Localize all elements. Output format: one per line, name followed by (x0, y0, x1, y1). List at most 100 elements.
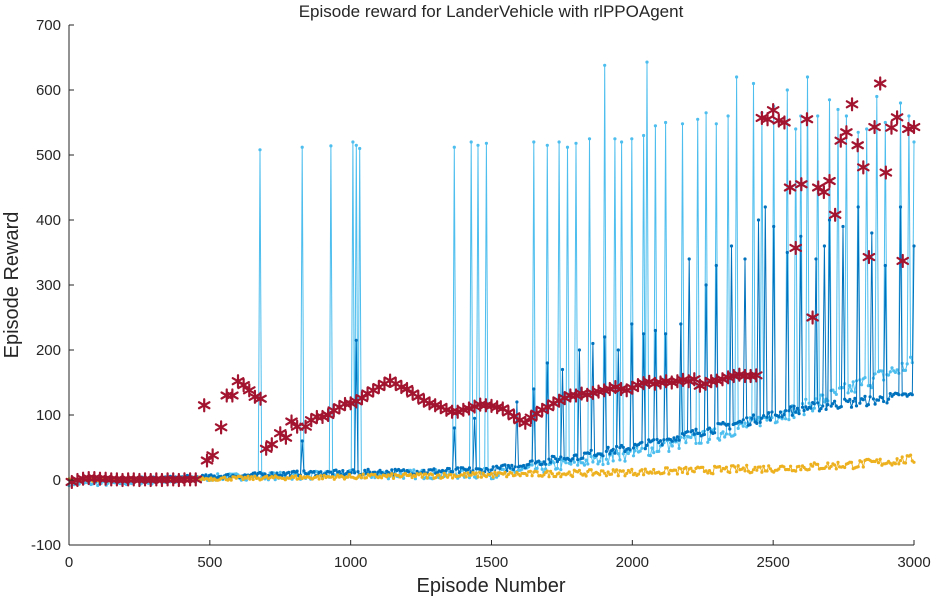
average-marker (823, 173, 836, 189)
series-2-point (826, 461, 830, 465)
series-0-point (657, 449, 661, 453)
series-0-point (880, 369, 884, 373)
series-0-point (452, 145, 456, 149)
average-marker (766, 103, 780, 118)
average-marker-stroke (400, 384, 414, 394)
series-2-point (567, 470, 571, 474)
series-1-point (508, 466, 512, 470)
series-0-point (888, 370, 892, 374)
series-2-point (550, 472, 554, 476)
series-2-point (674, 468, 678, 472)
series-1-point (479, 468, 483, 472)
series-0-point (785, 88, 789, 92)
series-1-point (642, 332, 646, 336)
series-1-point (373, 470, 377, 474)
average-marker (200, 453, 214, 468)
series-1-point (751, 413, 756, 417)
series-2-point (760, 470, 764, 474)
average-marker (749, 368, 763, 383)
series-1-point (204, 473, 208, 477)
series-0-point (807, 401, 811, 405)
average-marker-stroke (479, 401, 493, 410)
series-1-point (822, 244, 827, 248)
series-1-point (885, 401, 889, 405)
series-0-point (853, 390, 857, 394)
series-2-point (489, 472, 494, 476)
average-marker-stroke (138, 475, 152, 484)
series-1-point (451, 470, 455, 474)
series-0-point (758, 424, 762, 428)
series-2-point (849, 460, 854, 464)
series-1-point (341, 469, 345, 473)
series-2-point (320, 477, 325, 481)
average-marker (237, 378, 250, 393)
average-marker-stroke (907, 122, 921, 132)
series-2-point (898, 459, 903, 463)
series-0-point (887, 373, 891, 377)
series-1-point (758, 420, 762, 424)
series-1-point (800, 405, 805, 409)
series-0-point (856, 130, 860, 134)
series-1-point (851, 399, 855, 403)
series-1-point (631, 446, 636, 450)
series-1-point (611, 447, 615, 451)
average-marker-stroke (242, 386, 256, 395)
series-1-point (714, 263, 718, 268)
average-marker-stroke (127, 475, 141, 484)
average-marker (817, 184, 831, 200)
series-0-point (535, 466, 539, 470)
average-marker-stroke (890, 113, 904, 122)
series-1-point (861, 398, 865, 402)
series-2-point (364, 476, 368, 480)
series-0-point (351, 140, 355, 144)
series-2-point (751, 468, 756, 472)
series-2-point (765, 469, 769, 473)
series-2-point (843, 465, 847, 470)
series-2-point (547, 475, 551, 479)
series-1-point (353, 471, 357, 475)
series-1-point (547, 457, 551, 461)
average-marker-stroke (273, 429, 287, 438)
series-0-point (794, 127, 798, 131)
series-0-point (552, 461, 556, 465)
series-1-point (467, 466, 472, 470)
series-2-point (545, 469, 549, 473)
average-marker-stroke (166, 475, 180, 484)
series-0-point (680, 122, 685, 126)
series-2-point (724, 465, 729, 469)
series-2-point (836, 460, 840, 464)
series-0-point (846, 391, 850, 395)
average-marker-stroke (817, 187, 831, 197)
series-2-point (745, 463, 749, 467)
series-2-point (493, 470, 497, 474)
average-marker-stroke (237, 381, 250, 390)
series-1-point (743, 257, 747, 261)
series-0-point (704, 111, 708, 115)
series-0-point (565, 145, 570, 149)
series-2-point (495, 473, 499, 477)
average-marker (851, 138, 864, 153)
series-1-point (831, 402, 835, 406)
series-2-point (559, 475, 563, 479)
series-2-point (777, 467, 781, 471)
average-marker-stroke (879, 168, 893, 177)
series-1-point (841, 224, 845, 229)
series-2-point (469, 473, 473, 477)
series-2-point (861, 465, 865, 469)
series-2-point (530, 474, 534, 478)
series-2-point (652, 467, 656, 472)
series-0-point (849, 389, 854, 393)
series-1-point (740, 420, 744, 424)
series-1-point (794, 410, 798, 414)
series-1-point (790, 413, 794, 417)
series-0-point (587, 137, 592, 141)
series-0-point (584, 458, 588, 462)
series-1-point (826, 403, 830, 407)
average-marker (907, 119, 921, 135)
series-1-point (628, 448, 632, 452)
series-1-point (819, 407, 823, 411)
average-marker-stroke (676, 375, 690, 384)
series-0-point (733, 433, 737, 437)
average-marker-stroke (226, 391, 239, 400)
